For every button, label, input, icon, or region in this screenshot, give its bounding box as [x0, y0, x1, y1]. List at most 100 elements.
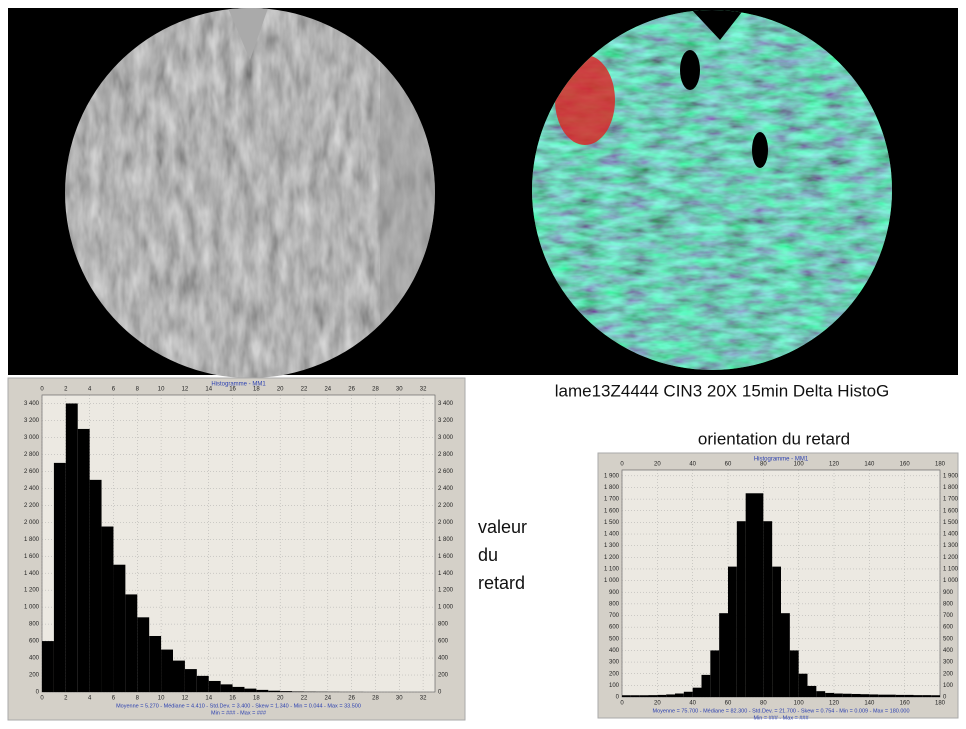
y2-tick-label: 1 600	[438, 554, 454, 560]
y-tick-label: 800	[29, 622, 40, 628]
y-tick-label: 3 200	[24, 418, 40, 424]
histogram-bar	[922, 695, 932, 697]
y-tick-label: 1 200	[604, 555, 620, 561]
y2-tick-label: 800	[943, 601, 954, 607]
y2-tick-label: 700	[943, 613, 954, 619]
x-top-tick-label: 0	[40, 387, 44, 393]
histogram-bar	[101, 526, 114, 692]
y2-tick-label: 0	[438, 690, 442, 696]
y-tick-label: 1 700	[604, 497, 620, 503]
y2-tick-label: 1 200	[943, 555, 959, 561]
histogram-bar	[736, 521, 746, 697]
x-top-tick-label: 22	[301, 387, 308, 393]
y-tick-label: 1 600	[604, 508, 620, 514]
x-tick-label: 30	[396, 696, 403, 702]
x-top-tick-label: 32	[420, 387, 427, 393]
histogram-bar	[184, 669, 197, 692]
histogram-bar	[692, 687, 702, 697]
histogram-bar	[816, 691, 826, 697]
x-tick-label: 140	[864, 701, 875, 707]
y2-tick-label: 2 600	[438, 469, 454, 475]
x-tick-label: 160	[900, 701, 911, 707]
y-tick-label: 600	[29, 639, 40, 645]
x-top-tick-label: 18	[253, 387, 260, 393]
x-tick-label: 2	[64, 696, 68, 702]
histogram-bar	[657, 694, 667, 697]
histogram-bar	[772, 566, 781, 697]
y2-tick-label: 3 200	[438, 418, 454, 424]
histogram-bar	[675, 693, 684, 697]
y-tick-label: 800	[609, 601, 620, 607]
y-tick-label: 2 600	[24, 469, 40, 475]
histogram-bar	[173, 660, 185, 692]
orientation-label: orientation du retard	[698, 429, 850, 448]
x-top-tick-label: 160	[900, 462, 911, 468]
value-label: retard	[478, 573, 525, 593]
histogram-bar	[931, 695, 940, 697]
y-tick-label: 1 100	[604, 567, 620, 573]
value-label: du	[478, 545, 498, 565]
histogram-bar	[825, 692, 834, 697]
chart-title: Histogramme - MM1	[211, 382, 266, 388]
histogram-bar	[869, 694, 879, 697]
x-tick-label: 8	[136, 696, 140, 702]
histogram-bar	[292, 691, 304, 692]
y-tick-label: 400	[609, 648, 620, 654]
x-top-tick-label: 20	[654, 462, 661, 468]
y-tick-label: 300	[609, 660, 620, 666]
x-top-tick-label: 180	[935, 462, 946, 468]
y-tick-label: 1 300	[604, 543, 620, 549]
y-tick-label: 2 800	[24, 452, 40, 458]
x-tick-label: 24	[324, 696, 331, 702]
histogram-bar	[208, 680, 221, 692]
x-tick-label: 40	[689, 701, 696, 707]
x-top-tick-label: 80	[760, 462, 767, 468]
x-tick-label: 32	[420, 696, 427, 702]
x-tick-label: 180	[935, 701, 946, 707]
y2-tick-label: 1 000	[438, 605, 454, 611]
histogram-bar	[834, 693, 843, 697]
caption: lame13Z4444 CIN3 20X 15min Delta HistoG	[555, 381, 890, 400]
y2-tick-label: 1 200	[438, 588, 454, 594]
chart-footer: Min = ### - Max = ###	[211, 710, 267, 716]
x-tick-label: 10	[158, 696, 165, 702]
histogram-bar	[904, 694, 914, 697]
histogram-bar	[77, 428, 90, 692]
value-label: valeur	[478, 517, 527, 537]
histogram-bar	[65, 403, 78, 692]
x-tick-label: 16	[229, 696, 236, 702]
histogram-bar	[781, 613, 790, 697]
y-tick-label: 1 000	[24, 605, 40, 611]
x-top-tick-label: 24	[324, 387, 331, 393]
x-tick-label: 0	[40, 696, 44, 702]
x-tick-label: 20	[277, 696, 284, 702]
y2-tick-label: 1 100	[943, 567, 959, 573]
histogram-bar	[280, 691, 293, 692]
histogram-bar	[763, 521, 773, 697]
histogram-bar	[710, 650, 720, 697]
histogram-bar	[754, 493, 764, 697]
x-tick-label: 6	[112, 696, 116, 702]
y2-tick-label: 200	[438, 673, 449, 679]
x-tick-label: 26	[348, 696, 355, 702]
y2-tick-label: 1 300	[943, 543, 959, 549]
x-top-tick-label: 26	[348, 387, 355, 393]
y-tick-label: 200	[609, 671, 620, 677]
histogram-bar	[648, 695, 658, 697]
y2-tick-label: 1 400	[943, 532, 959, 538]
y-tick-label: 200	[29, 673, 40, 679]
histogram-bar	[42, 641, 54, 692]
x-tick-label: 120	[829, 701, 840, 707]
y-tick-label: 3 000	[24, 435, 40, 441]
y-tick-label: 0	[616, 695, 620, 701]
histogram-bar	[666, 694, 675, 697]
y2-tick-label: 1 000	[943, 578, 959, 584]
x-tick-label: 80	[760, 701, 767, 707]
x-top-tick-label: 140	[864, 462, 875, 468]
y-tick-label: 1 800	[24, 537, 40, 543]
y-tick-label: 1 400	[24, 571, 40, 577]
y2-tick-label: 100	[943, 683, 954, 689]
y2-tick-label: 1 800	[943, 485, 959, 491]
y2-tick-label: 600	[438, 639, 449, 645]
histogram-bar	[125, 594, 138, 692]
